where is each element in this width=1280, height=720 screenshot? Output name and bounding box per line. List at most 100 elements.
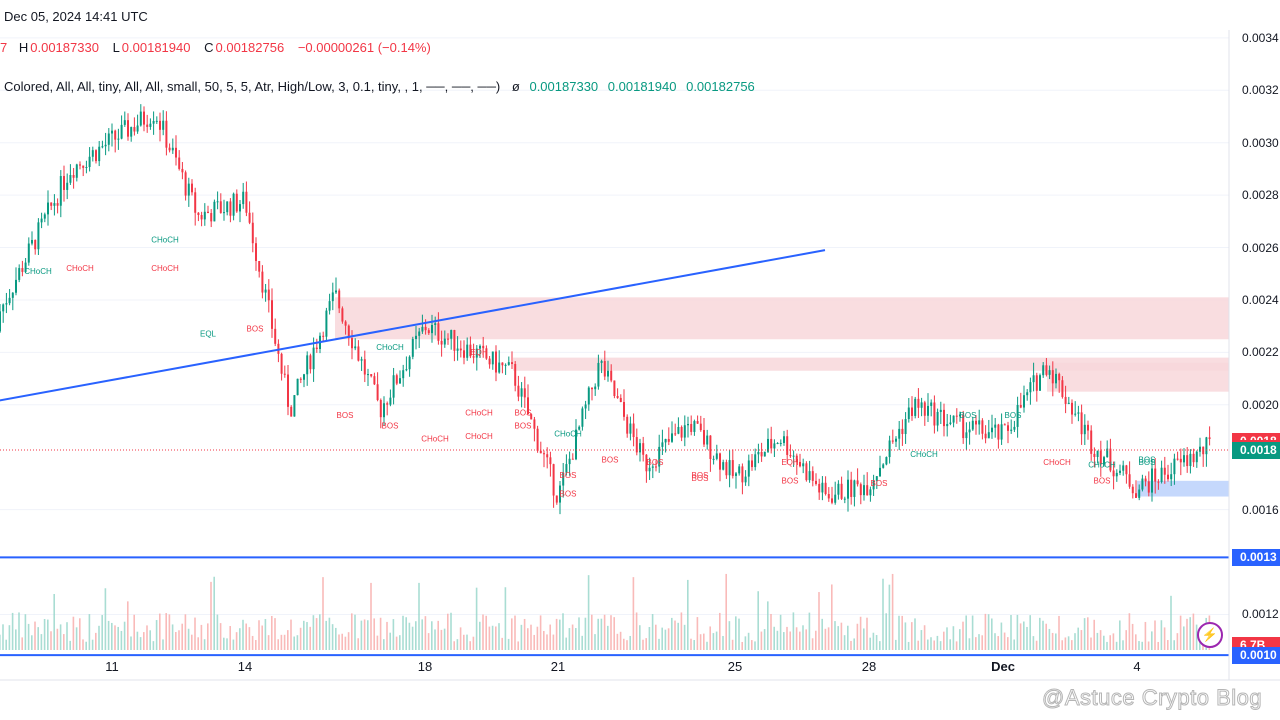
- candle-body: [1090, 430, 1093, 454]
- volume-bar: [347, 632, 350, 650]
- volume-bar: [267, 635, 270, 650]
- volume-bar: [831, 584, 833, 650]
- volume-bar: [805, 629, 807, 650]
- volume-bar: [197, 637, 199, 650]
- candle-body: [447, 338, 449, 340]
- candle-body: [552, 464, 555, 496]
- chart-datetime: Dec 05, 2024 14:41 UTC: [4, 9, 148, 24]
- volume-bar: [1010, 615, 1012, 650]
- volume-bar: [1109, 635, 1111, 650]
- candle-body: [1093, 453, 1096, 457]
- candle-body: [399, 378, 401, 384]
- volume-bar: [847, 625, 849, 650]
- candle-body: [683, 425, 686, 438]
- price-tick-label: 0.0024: [1242, 292, 1279, 307]
- volume-bar: [133, 614, 135, 650]
- volume-bar: [53, 593, 55, 650]
- candle-body: [597, 362, 600, 387]
- volume-bar: [402, 615, 404, 650]
- structure-label: BOS: [692, 474, 709, 483]
- candle-body: [360, 359, 363, 361]
- candle-body: [322, 335, 325, 337]
- candle-body: [661, 442, 664, 447]
- candle-body: [293, 395, 296, 417]
- volume-bar: [1167, 640, 1169, 650]
- volume-bar: [770, 613, 772, 650]
- price-tick-label: 0.0028: [1242, 188, 1279, 203]
- volume-bar: [184, 614, 187, 650]
- candle-body: [853, 480, 856, 497]
- volume-bar: [1035, 640, 1038, 650]
- volume-bar: [1051, 632, 1054, 650]
- candles: [0, 104, 1211, 515]
- volume-bar: [975, 637, 977, 650]
- candle-body: [751, 460, 753, 468]
- candle-body: [43, 214, 46, 219]
- volume-bar: [1192, 613, 1195, 650]
- candle-body: [63, 176, 65, 190]
- lightning-bolt-icon[interactable]: ⚡: [1197, 622, 1223, 648]
- price-tag: 0.0018: [1232, 441, 1280, 459]
- candle-body: [127, 120, 129, 137]
- candle-body: [805, 463, 808, 481]
- volume-bar: [981, 635, 983, 650]
- volume-bar: [72, 616, 75, 650]
- volume-bar: [1023, 621, 1025, 650]
- structure-label: BOS: [337, 411, 354, 420]
- volume-bar: [1093, 619, 1095, 650]
- candle-body: [584, 404, 587, 409]
- volume-bar: [543, 630, 545, 650]
- volume-bar: [411, 626, 414, 650]
- volume-bar: [101, 615, 103, 650]
- volume-bar: [520, 624, 523, 650]
- candle-body: [514, 364, 517, 386]
- volume-bar: [162, 639, 164, 650]
- structure-label: BOS: [1139, 458, 1156, 467]
- candle-body: [392, 375, 395, 398]
- candle-body: [136, 125, 139, 132]
- candle-body: [639, 443, 641, 453]
- candle-body: [1131, 486, 1134, 494]
- volume-bar: [251, 635, 254, 650]
- candle-body: [658, 446, 661, 467]
- volume-bar: [1067, 636, 1070, 650]
- candle-body: [671, 433, 673, 442]
- volume-bar: [530, 624, 532, 650]
- candle-body: [405, 369, 408, 371]
- candle-body: [696, 421, 699, 424]
- volume-bar: [191, 634, 193, 650]
- change-value: −0.00000261 (−0.14%): [297, 40, 431, 55]
- high-value: 0.00187330: [30, 40, 99, 55]
- volume-bar: [258, 620, 260, 650]
- candle-body: [504, 364, 507, 366]
- candle-body: [146, 124, 149, 127]
- volume-bar: [447, 613, 449, 650]
- structure-label: BOS: [1094, 476, 1111, 485]
- candle-body: [546, 454, 549, 458]
- candle-body: [261, 271, 264, 293]
- candle-body: [344, 321, 347, 326]
- candle-body: [328, 301, 331, 311]
- structure-label: CHoCH: [151, 235, 179, 244]
- candle-body: [363, 359, 366, 375]
- candle-body: [1035, 375, 1038, 391]
- volume-bar: [840, 622, 843, 650]
- volume-bar: [591, 614, 593, 650]
- volume-bar: [1195, 624, 1198, 650]
- candle-body: [875, 476, 878, 481]
- candle-body: [872, 480, 875, 490]
- price-tick-label: 0.0032: [1242, 83, 1279, 98]
- volume-bar: [59, 624, 62, 650]
- volume-bar: [642, 639, 644, 650]
- candle-body: [1048, 370, 1051, 375]
- structure-label: CHoCH: [465, 432, 493, 441]
- candle-body: [210, 213, 213, 222]
- candle-body: [971, 420, 974, 430]
- volume-bar: [661, 627, 663, 650]
- indicator-legend[interactable]: Colored, All, All, tiny, All, All, small…: [4, 79, 755, 94]
- structure-label: BOS: [1139, 455, 1156, 464]
- volume-bar: [674, 620, 676, 650]
- volume-bar: [1125, 630, 1127, 650]
- volume-bar: [418, 582, 420, 650]
